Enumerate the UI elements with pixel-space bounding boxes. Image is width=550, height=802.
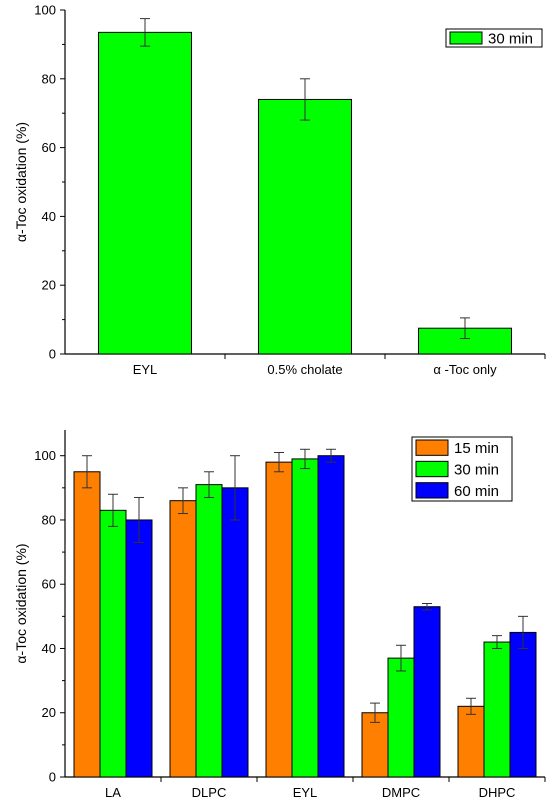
y-tick-label: 80 <box>42 512 56 527</box>
legend-swatch <box>415 460 449 478</box>
bar <box>317 455 345 778</box>
y-tick-label: 80 <box>42 71 56 86</box>
bar <box>413 606 441 778</box>
y-tick-label: 0 <box>49 347 56 362</box>
x-tick-label: LA <box>105 785 121 800</box>
bar <box>387 657 415 778</box>
y-tick-label: 0 <box>49 770 56 785</box>
chart-panel-1: 0 20 40 60 80 100 α-Toc oxidation (%) EYL 0.5% c… <box>13 3 546 377</box>
y-tick-label: 100 <box>34 3 56 18</box>
legend-label: 15 min <box>454 440 499 457</box>
y-tick-label: 100 <box>34 448 56 463</box>
bar <box>509 631 537 778</box>
bar <box>195 484 223 778</box>
y-axis-label: α-Toc oxidation (%) <box>13 543 29 663</box>
legend-swatch <box>415 439 449 456</box>
legend-label: 30 min <box>454 462 499 479</box>
legend-swatch <box>449 31 483 45</box>
x-tick-label: EYL <box>293 785 318 800</box>
bar <box>457 705 485 778</box>
legend-swatch <box>415 482 449 499</box>
x-tick-label: DMPC <box>382 785 420 800</box>
y-tick-label: 60 <box>42 140 56 155</box>
bar <box>221 487 249 778</box>
bar <box>98 31 192 355</box>
x-tick-label: DHPC <box>479 785 516 800</box>
y-tick-label: 20 <box>42 278 56 293</box>
bar <box>483 641 511 778</box>
bar <box>125 519 153 778</box>
bar <box>258 98 352 355</box>
y-tick-label: 20 <box>42 705 56 720</box>
legend-label: 60 min <box>454 483 499 500</box>
x-tick-label: EYL <box>133 362 158 377</box>
bar <box>73 471 101 778</box>
x-tick-label: α -Toc only <box>433 362 497 377</box>
bar <box>361 712 389 778</box>
chart-panel-2: 0 20 40 60 80 100 α-Toc oxidation (%) LA DLPC EYL… <box>13 430 546 800</box>
bar <box>265 461 293 778</box>
y-axis-label: α-Toc oxidation (%) <box>13 122 29 242</box>
bar <box>169 500 197 778</box>
y-tick-label: 60 <box>42 577 56 592</box>
y-tick-label: 40 <box>42 641 56 656</box>
y-tick-label: 40 <box>42 209 56 224</box>
x-tick-label: DLPC <box>192 785 227 800</box>
bar <box>291 458 319 778</box>
legend-label: 30 min <box>488 31 533 48</box>
bar <box>99 509 127 778</box>
x-tick-label: 0.5% cholate <box>267 362 342 377</box>
